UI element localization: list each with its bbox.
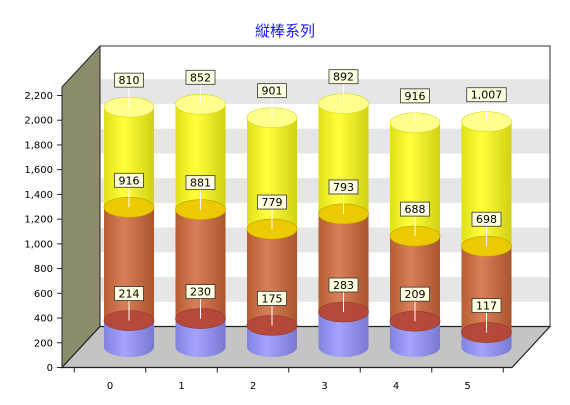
bar-segment xyxy=(175,104,226,220)
data-label-text: 688 xyxy=(405,203,426,216)
bar-segment xyxy=(246,229,298,336)
data-label-box xyxy=(257,83,287,99)
y-tick-label: 2,200 xyxy=(24,91,53,102)
data-label-text: 779 xyxy=(262,196,283,209)
data-label-box xyxy=(471,211,502,227)
y-tick-label: 200 xyxy=(34,338,53,349)
x-tick-label: 3 xyxy=(321,381,327,392)
data-label-text: 283 xyxy=(333,279,354,292)
data-label: 1,007 xyxy=(466,87,507,103)
bar-segment xyxy=(461,246,512,343)
data-label: 117 xyxy=(471,298,502,313)
data-label-box xyxy=(328,69,359,85)
data-label: 230 xyxy=(185,284,216,299)
data-label-box xyxy=(471,298,502,313)
bar-segment xyxy=(461,332,512,357)
bar-segment xyxy=(318,213,369,323)
data-label-text: 209 xyxy=(405,288,426,301)
y-axis: 0 200 400 600 800 1,000 1,200 1,400 1,600 1,800 2,… xyxy=(24,91,62,374)
data-label-text: 117 xyxy=(476,300,497,313)
bar-segment xyxy=(103,320,155,357)
data-label: 916 xyxy=(400,88,430,104)
y-tick-label: 600 xyxy=(34,289,53,300)
x-tick-label: 1 xyxy=(178,381,184,392)
data-label-box xyxy=(257,194,287,210)
data-label-box xyxy=(114,286,144,301)
data-label-box xyxy=(114,72,144,88)
bar-segment xyxy=(389,236,441,332)
bar-stack-3 xyxy=(318,93,369,357)
data-label: 779 xyxy=(257,194,287,210)
y-tick-label: 0 xyxy=(47,363,53,374)
x-tick-label: 4 xyxy=(393,381,399,392)
data-label-text: 175 xyxy=(262,292,283,305)
data-label-text: 810 xyxy=(119,74,140,87)
bar-segment xyxy=(175,318,226,357)
data-label-text: 1,007 xyxy=(471,89,503,102)
data-label: 175 xyxy=(257,290,287,306)
data-label: 793 xyxy=(328,179,359,195)
data-label: 810 xyxy=(114,72,144,88)
data-label-text: 852 xyxy=(190,71,211,84)
data-label-box xyxy=(185,175,216,191)
data-label-box xyxy=(328,277,359,293)
x-tick-label: 5 xyxy=(464,381,470,392)
y-tick-label: 1,200 xyxy=(24,215,53,226)
y-tick-label: 1,000 xyxy=(24,239,53,250)
y-tick-label: 800 xyxy=(34,264,53,275)
bar-segment xyxy=(318,312,369,357)
y-tick-label: 1,800 xyxy=(24,140,53,151)
y-tick-label: 2,000 xyxy=(24,116,53,127)
data-label-box xyxy=(185,69,216,85)
data-label-text: 698 xyxy=(476,213,497,226)
data-label: 881 xyxy=(185,175,216,191)
data-label-box xyxy=(400,286,430,302)
data-label-text: 214 xyxy=(119,288,140,301)
data-label: 892 xyxy=(328,69,359,85)
data-label-text: 230 xyxy=(190,286,211,299)
data-label-box xyxy=(257,290,287,306)
data-label-box xyxy=(328,179,359,195)
data-label-text: 916 xyxy=(119,174,140,187)
y-tick-label: 400 xyxy=(34,314,53,325)
data-label-box xyxy=(466,87,507,103)
left-wall xyxy=(61,44,101,369)
x-tick-label: 0 xyxy=(107,381,113,392)
bar-segment xyxy=(103,107,155,218)
data-label-text: 793 xyxy=(333,181,354,194)
data-label-text: 901 xyxy=(262,85,283,98)
data-label-text: 892 xyxy=(333,71,354,84)
data-label-text: 916 xyxy=(405,90,426,103)
data-label: 214 xyxy=(114,286,144,301)
y-tick-label: 1,400 xyxy=(24,190,53,201)
x-tick-label: 2 xyxy=(250,381,256,392)
data-labels: 214 916 810 230 881 852 175 779 901 283 793 892 209 6… xyxy=(114,69,507,333)
data-label-box xyxy=(114,172,144,188)
data-label: 916 xyxy=(114,172,144,188)
data-label: 901 xyxy=(257,83,287,99)
chart-title: 縦棒系列 xyxy=(255,22,315,40)
data-label: 283 xyxy=(328,277,359,293)
data-label: 698 xyxy=(471,211,502,227)
x-axis: 0 1 2 3 4 5 xyxy=(73,367,504,392)
data-label: 852 xyxy=(185,69,216,85)
data-label-box xyxy=(400,201,430,217)
data-label: 688 xyxy=(400,201,430,217)
y-tick-label: 1,600 xyxy=(24,165,53,176)
data-label-text: 881 xyxy=(190,177,211,190)
data-label: 209 xyxy=(400,286,430,302)
bar-segment xyxy=(246,325,298,357)
data-label-box xyxy=(400,88,430,104)
data-label-box xyxy=(185,284,216,299)
